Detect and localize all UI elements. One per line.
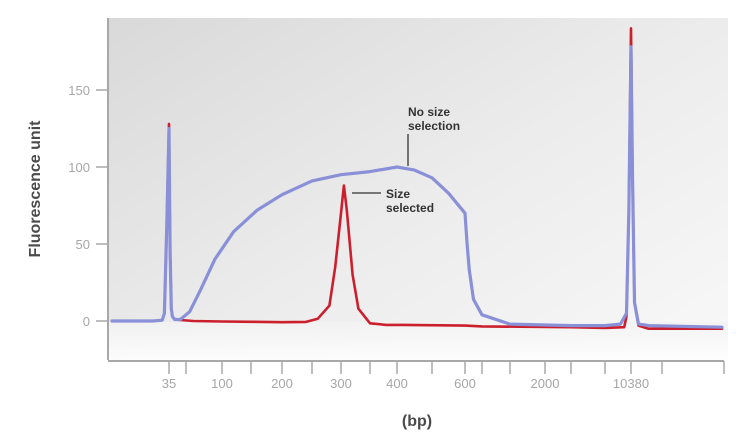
annotation-no-size-selection: No size selection — [408, 105, 460, 133]
y-axis-title: Fluorescence unit — [27, 120, 44, 258]
plot-floor — [108, 322, 728, 360]
x-tick-label: 10380 — [613, 376, 649, 391]
x-tick-label: 400 — [386, 376, 408, 391]
series-line-no-size-selection — [110, 45, 724, 329]
x-tick-label: 2000 — [531, 376, 560, 391]
annotation-size-selected: Size selected — [386, 187, 434, 215]
x-tick-label: 200 — [271, 376, 293, 391]
x-tick-label: 35 — [162, 376, 176, 391]
y-axis: 0 50 100 150 — [68, 18, 109, 360]
series-layer — [110, 27, 724, 330]
y-tick-label: 150 — [68, 83, 90, 98]
y-tick-label: 100 — [68, 160, 90, 175]
x-tick-label: 300 — [330, 376, 352, 391]
x-tick-label: 100 — [211, 376, 233, 391]
x-axis-title: (bp) — [402, 413, 432, 430]
annotation-layer: No size selection Size selected — [352, 105, 460, 215]
y-tick-label: 0 — [83, 314, 90, 329]
y-tick-label: 50 — [76, 237, 90, 252]
x-tick-label: 600 — [454, 376, 476, 391]
x-axis: 35 100 200 300 400 600 2000 10380 — [108, 360, 725, 391]
plot-background — [108, 18, 728, 360]
